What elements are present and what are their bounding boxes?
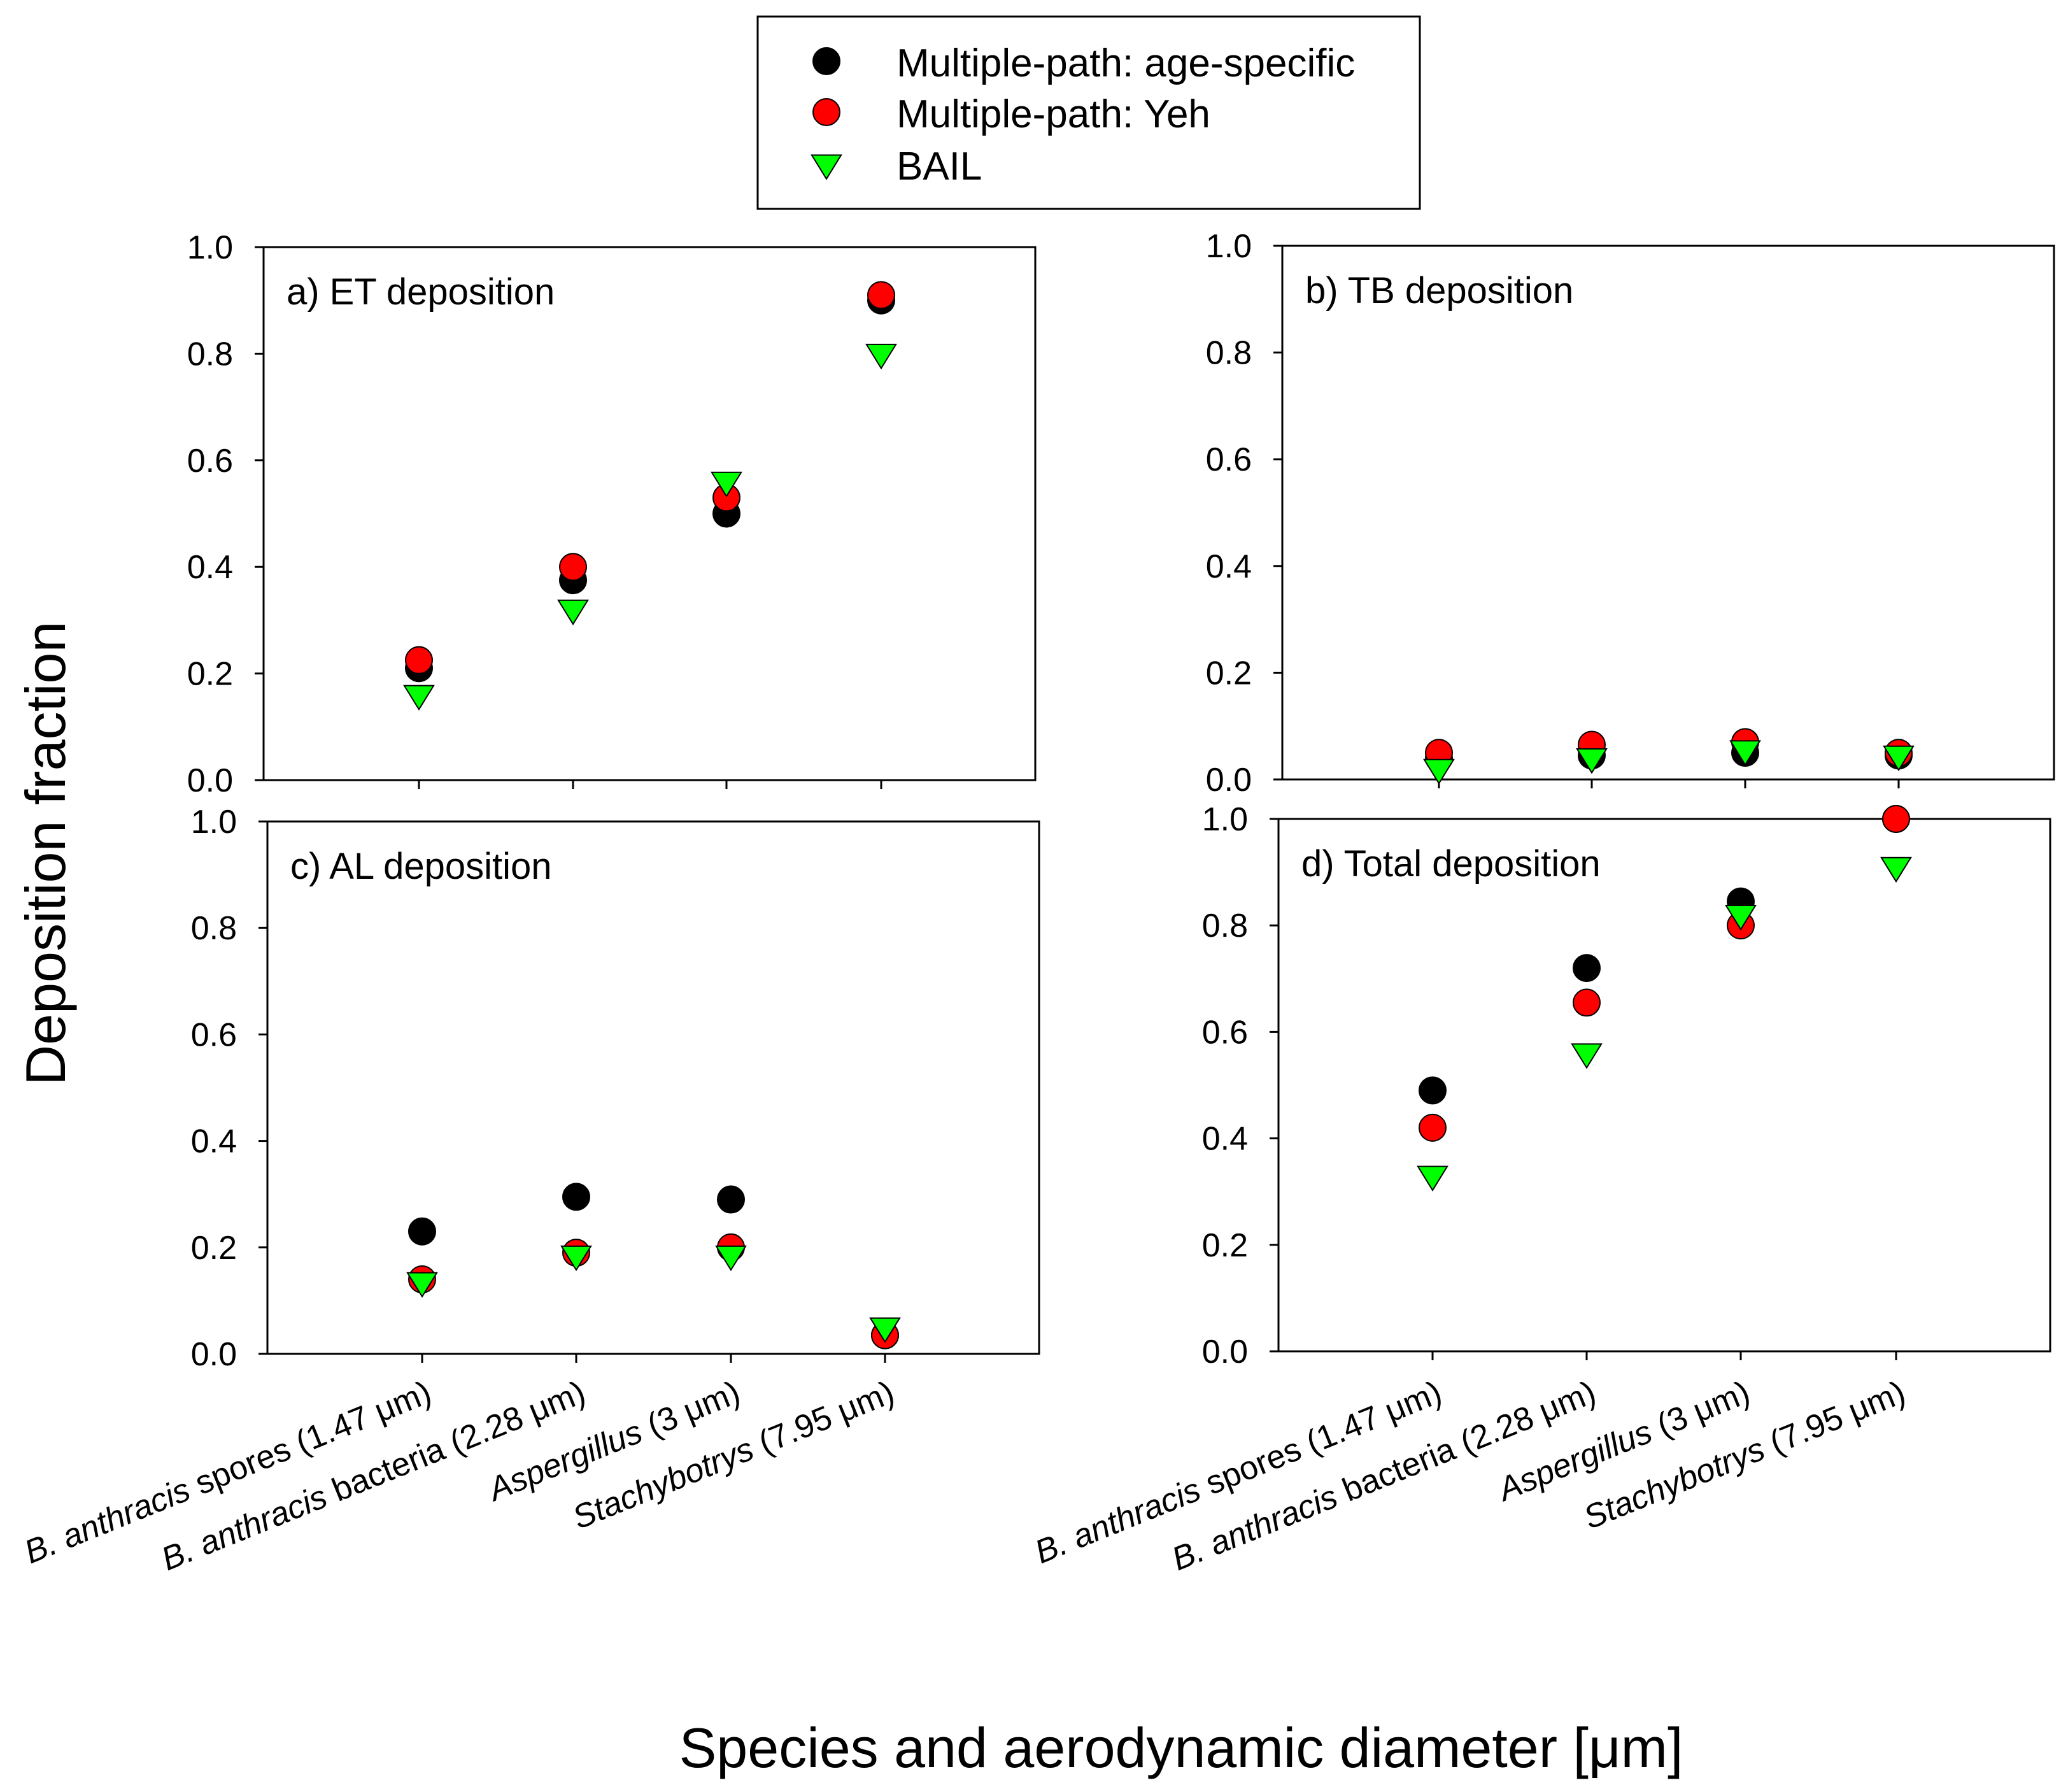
point-yeh (1573, 988, 1601, 1017)
point-age-specific (1573, 954, 1601, 983)
plot-frame (266, 820, 1040, 1355)
y-tick-label: 0.2 (187, 656, 233, 693)
y-tick-label: 1.0 (191, 804, 237, 841)
category-label-rest: (3 μm) (1643, 1374, 1755, 1447)
point-yeh (867, 281, 895, 309)
panel-title: d) Total deposition (1301, 843, 1601, 885)
y-axis-title: Deposition fraction (14, 622, 77, 1086)
legend-marker (812, 47, 840, 75)
legend-frame (756, 15, 1421, 210)
panel-title: c) AL deposition (290, 846, 552, 887)
panel-title: a) ET deposition (287, 271, 555, 313)
legend-label: BAIL (896, 145, 982, 188)
panel-title: b) TB deposition (1305, 270, 1573, 311)
y-tick-label: 0.6 (187, 443, 233, 480)
y-tick-label: 0.0 (187, 762, 233, 799)
point-bail (1883, 745, 1915, 772)
point-bail (1880, 857, 1912, 883)
legend-label: Multiple-path: Yeh (896, 92, 1210, 136)
point-age-specific (562, 1183, 590, 1211)
point-yeh (1419, 1113, 1447, 1142)
y-tick-label: 1.0 (1202, 801, 1248, 838)
legend-label: Multiple-path: age-specific (896, 41, 1355, 85)
panel-c: 0.0 0.2 0.4 0.6 0.8 1.0 c) AL deposition (191, 804, 1040, 1373)
point-bail (715, 1245, 747, 1272)
point-bail (403, 685, 435, 711)
plot-frame (262, 246, 1037, 781)
y-tick-label: 0.0 (1206, 762, 1252, 799)
y-tick-label: 0.8 (1206, 335, 1252, 372)
point-yeh (1882, 805, 1910, 833)
point-age-specific (408, 1217, 436, 1246)
panel-b: 0.0 0.2 0.4 0.6 0.8 1.0 b) TB deposition (1206, 228, 2055, 799)
category-label-rest: bacteria (2.28 μm) (318, 1374, 590, 1512)
y-tick-label: 1.0 (187, 229, 233, 266)
point-yeh (405, 646, 433, 674)
y-tick-label: 0.4 (191, 1123, 237, 1160)
point-bail (557, 599, 589, 626)
point-bail (1417, 1165, 1448, 1191)
y-tick-label: 0.8 (191, 910, 237, 947)
legend: Multiple-path: age-specific Multiple-path… (756, 15, 1421, 210)
point-yeh (559, 553, 587, 581)
y-tick-label: 0.8 (187, 336, 233, 373)
category-label-rest: bacteria (2.28 μm) (1329, 1374, 1601, 1512)
y-tick-label: 0.6 (191, 1016, 237, 1053)
y-tick-label: 0.2 (191, 1230, 237, 1267)
point-bail (869, 1317, 901, 1344)
point-bail (1571, 1043, 1603, 1069)
point-bail (1423, 758, 1455, 785)
y-tick-label: 0.8 (1202, 907, 1248, 944)
point-bail (1576, 748, 1608, 774)
point-bail (406, 1272, 438, 1298)
point-bail (560, 1245, 592, 1272)
y-tick-label: 0.4 (1202, 1121, 1248, 1158)
panel-a: 0.0 0.2 0.4 0.6 0.8 1.0 a) ET deposition (187, 229, 1037, 799)
y-tick-label: 0.2 (1202, 1227, 1248, 1264)
point-bail (1729, 740, 1761, 766)
y-tick-label: 1.0 (1206, 228, 1252, 265)
y-tick-label: 0.6 (1202, 1014, 1248, 1051)
panel-d: 0.0 0.2 0.4 0.6 0.8 1.0 d) Total deposition (1202, 801, 2051, 1370)
x-axis-title: Species and aerodynamic diameter [μm] (679, 1716, 1683, 1779)
plot-frame (1277, 818, 2051, 1353)
legend-entries: Multiple-path: age-specific Multiple-path… (811, 41, 1355, 188)
point-age-specific (717, 1185, 745, 1214)
y-tick-label: 0.4 (187, 549, 233, 586)
point-bail (1725, 904, 1757, 931)
y-tick-label: 0.6 (1206, 441, 1252, 478)
legend-marker (811, 154, 842, 180)
y-tick-label: 0.0 (1202, 1333, 1248, 1370)
y-tick-label: 0.4 (1206, 548, 1252, 585)
plot-frame (1281, 245, 2055, 781)
category-label-rest: (7.95 μm) (1756, 1374, 1910, 1465)
category-label-rest: (7.95 μm) (745, 1374, 899, 1465)
category-labels: B. anthracis spores (1.47 μm)B. anthraci… (19, 1374, 1910, 1578)
legend-marker (812, 98, 840, 126)
y-tick-label: 0.2 (1206, 655, 1252, 692)
point-bail (711, 471, 742, 498)
panels: 0.0 0.2 0.4 0.6 0.8 1.0 a) ET deposition 0.0 0.2… (187, 228, 2055, 1373)
point-bail (865, 343, 897, 370)
y-tick-label: 0.0 (191, 1336, 237, 1373)
category-label-rest: (3 μm) (634, 1374, 745, 1447)
point-age-specific (1419, 1076, 1447, 1105)
